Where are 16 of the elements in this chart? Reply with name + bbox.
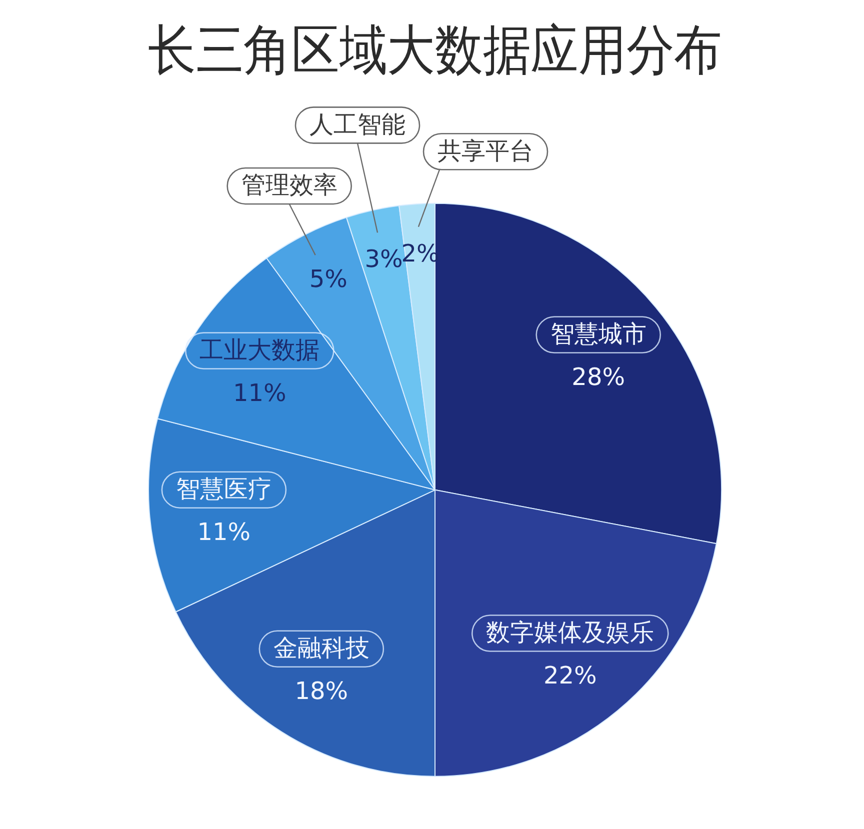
slice-label: 数字媒体及娱乐	[486, 618, 654, 646]
slice-label: 智慧城市	[550, 320, 646, 348]
data-label: 18%	[294, 677, 348, 706]
chart-title: 长三角区域大数据应用分布	[148, 20, 722, 82]
data-label: 28%	[572, 362, 626, 391]
data-label: 5%	[309, 264, 348, 293]
slice-label: 管理效率	[241, 171, 338, 200]
slice-label: 人工智能	[310, 110, 406, 138]
slice-label: 工业大数据	[200, 336, 320, 364]
data-label: 3%	[364, 244, 403, 273]
slice-label: 共享平台	[438, 136, 534, 165]
data-label: 11%	[197, 518, 251, 546]
data-label: 11%	[232, 378, 286, 407]
slice-label: 金融科技	[273, 634, 370, 662]
slice-label: 智慧医疗	[176, 475, 272, 504]
data-label: 22%	[543, 661, 597, 690]
